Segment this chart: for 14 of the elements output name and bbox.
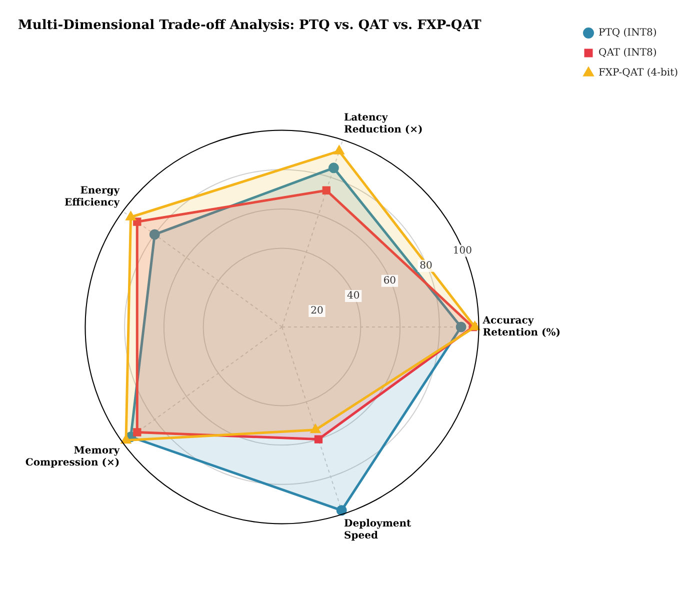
y-tick-label: 60: [383, 275, 396, 286]
y-tick-label: 40: [346, 290, 360, 302]
y-tick-label: 100: [452, 245, 472, 256]
legend-label: PTQ (INT8): [598, 28, 657, 39]
chart-title: Multi-Dimensional Trade-off Analysis: PTQ vs. QAT vs. FXP-QAT: [18, 18, 482, 34]
spoke-label: Energy Efficiency: [64, 186, 121, 209]
legend-label: FXP-QAT (4-bit): [598, 68, 678, 79]
y-tick-label: 80: [420, 260, 432, 272]
spoke-label: Accuracy Retention (%): [482, 316, 561, 339]
spoke-label: Latency Reduction (×): [344, 112, 423, 136]
legend-label: QAT (INT8): [598, 48, 657, 59]
spoke-label: Deployment Speed: [344, 518, 412, 542]
spoke-label: Memory Compression (×): [25, 446, 121, 469]
y-tick-label: 20: [310, 306, 324, 317]
